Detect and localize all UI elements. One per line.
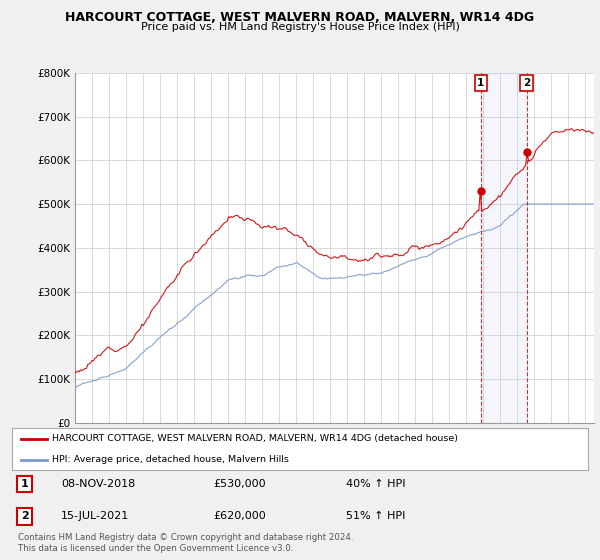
Text: HARCOURT COTTAGE, WEST MALVERN ROAD, MALVERN, WR14 4DG: HARCOURT COTTAGE, WEST MALVERN ROAD, MAL…	[65, 11, 535, 24]
Bar	[481, 73, 527, 423]
Text: Price paid vs. HM Land Registry's House Price Index (HPI): Price paid vs. HM Land Registry's House …	[140, 22, 460, 32]
Text: 1: 1	[21, 479, 29, 489]
Text: 08-NOV-2018: 08-NOV-2018	[61, 479, 135, 489]
Text: HARCOURT COTTAGE, WEST MALVERN ROAD, MALVERN, WR14 4DG (detached house): HARCOURT COTTAGE, WEST MALVERN ROAD, MAL…	[52, 435, 458, 444]
Text: 2: 2	[21, 511, 29, 521]
Text: 1: 1	[477, 78, 484, 88]
Text: 15-JUL-2021: 15-JUL-2021	[61, 511, 129, 521]
Text: 2: 2	[523, 78, 530, 88]
Text: Contains HM Land Registry data © Crown copyright and database right 2024.
This d: Contains HM Land Registry data © Crown c…	[18, 533, 353, 553]
Text: 51% ↑ HPI: 51% ↑ HPI	[346, 511, 406, 521]
Text: 40% ↑ HPI: 40% ↑ HPI	[346, 479, 406, 489]
Text: HPI: Average price, detached house, Malvern Hills: HPI: Average price, detached house, Malv…	[52, 455, 289, 464]
Text: £620,000: £620,000	[214, 511, 266, 521]
Text: £530,000: £530,000	[214, 479, 266, 489]
